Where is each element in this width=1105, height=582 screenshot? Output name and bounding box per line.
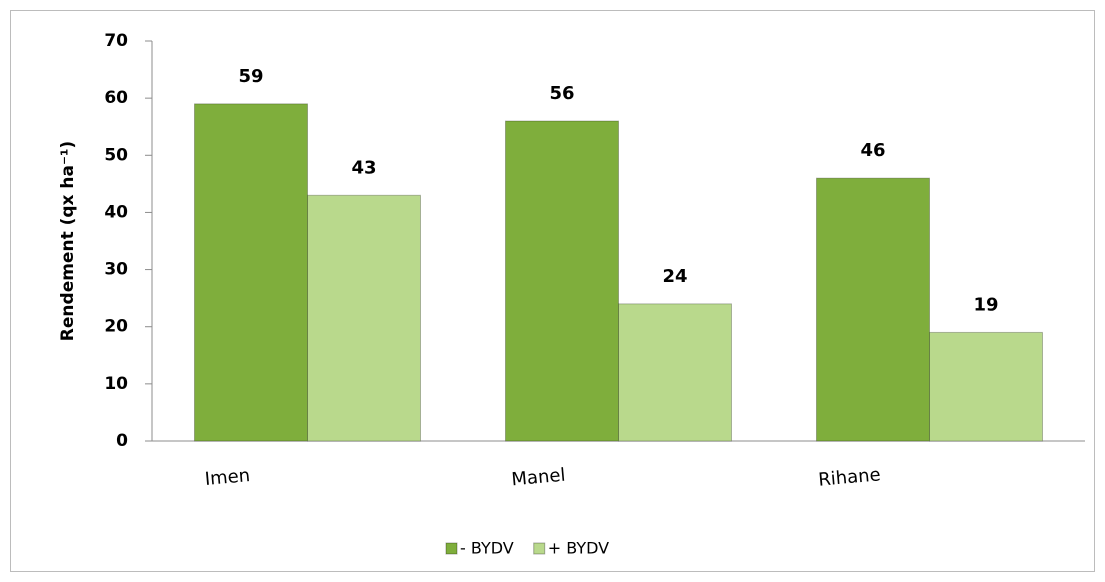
legend-label: - BYDV: [460, 539, 514, 558]
y-tick-label: 30: [104, 260, 128, 280]
y-axis-label: Rendement (qx ha⁻¹): [58, 141, 78, 341]
y-tick-label: 40: [104, 202, 128, 222]
y-tick-label: 60: [104, 88, 128, 108]
bar: [307, 194, 421, 442]
bar: [618, 303, 732, 442]
x-tick-label: Imen: [204, 465, 251, 490]
legend-swatch: [445, 542, 458, 555]
y-tick-label: 0: [116, 431, 128, 451]
value-label: 24: [662, 266, 687, 287]
value-label: 19: [973, 294, 998, 315]
bar: [194, 103, 308, 442]
legend-label: + BYDV: [548, 539, 609, 558]
value-label: 46: [860, 140, 885, 161]
legend-swatch: [533, 542, 546, 555]
value-label: 59: [238, 66, 263, 87]
y-tick-label: 10: [104, 374, 128, 394]
bar: [505, 120, 619, 442]
x-tick-label: Manel: [511, 465, 567, 491]
y-tick-label: 20: [104, 317, 128, 337]
value-label: 43: [351, 157, 376, 178]
bar: [929, 331, 1043, 442]
y-tick-label: 70: [104, 31, 128, 51]
value-label: 56: [549, 83, 574, 104]
bar: [816, 177, 930, 442]
y-tick-label: 50: [104, 145, 128, 165]
